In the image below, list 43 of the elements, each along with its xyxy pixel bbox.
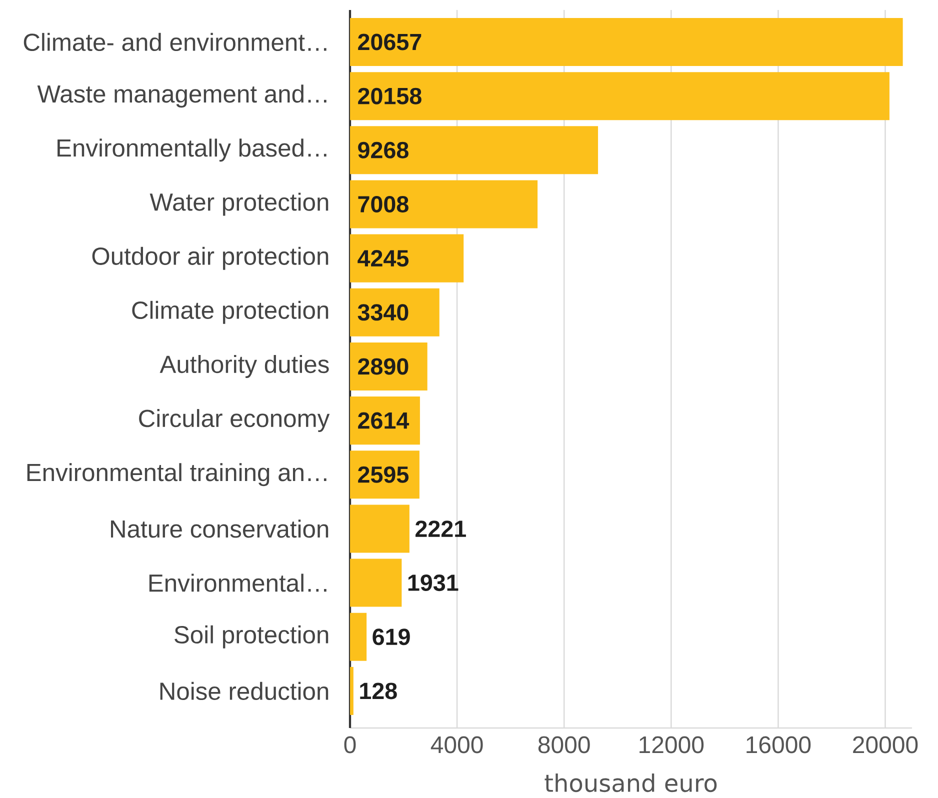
data-label: 20158 bbox=[358, 88, 422, 104]
bar bbox=[350, 18, 903, 66]
y-tick-label: Noise reduction bbox=[160, 682, 328, 700]
data-label: 619 bbox=[372, 628, 410, 646]
x-axis-title: thousand euro bbox=[544, 774, 717, 792]
y-tick-label: Outdoor air protection bbox=[92, 246, 328, 270]
data-label: 2595 bbox=[358, 466, 409, 483]
bar bbox=[350, 72, 890, 120]
bar bbox=[350, 666, 354, 715]
x-tick-label: 4000 bbox=[430, 736, 483, 754]
y-tick-label: Climate protection bbox=[132, 300, 328, 324]
data-label: 4245 bbox=[358, 250, 409, 267]
y-tick-label: Environmentally based… bbox=[58, 138, 326, 162]
x-tick-label: 16000 bbox=[746, 736, 811, 754]
y-tick-label: Waste management and… bbox=[37, 84, 326, 108]
y-tick-label: Authority duties bbox=[160, 354, 329, 378]
bar bbox=[350, 504, 410, 553]
data-label: 2614 bbox=[358, 412, 410, 429]
data-label: 2890 bbox=[358, 358, 408, 375]
y-tick-label: Nature conservation bbox=[111, 520, 328, 538]
data-label: 3340 bbox=[358, 304, 408, 321]
y-tick-label: Climate- and environment… bbox=[24, 32, 326, 52]
bar bbox=[350, 180, 538, 228]
data-label: 2221 bbox=[416, 520, 466, 537]
x-tick-label: 20000 bbox=[853, 736, 918, 754]
bar bbox=[350, 612, 367, 661]
data-label: 20657 bbox=[358, 34, 422, 50]
data-label: 128 bbox=[360, 682, 397, 700]
y-tick-label: Soil protection bbox=[174, 625, 328, 648]
bar bbox=[350, 126, 598, 174]
bar bbox=[350, 234, 464, 282]
x-tick-label: 8000 bbox=[538, 736, 590, 754]
bar bbox=[350, 288, 440, 336]
y-tick-label: Water protection bbox=[150, 192, 328, 216]
x-tick-label: 0 bbox=[344, 736, 356, 754]
y-tick-label: Circular economy bbox=[139, 409, 330, 432]
data-label: 1931 bbox=[408, 574, 458, 592]
x-tick-label: 12000 bbox=[640, 736, 704, 754]
data-label: 7008 bbox=[358, 196, 408, 212]
bar bbox=[350, 558, 402, 607]
data-label: 9268 bbox=[358, 142, 408, 158]
y-tick-label: Environmental… bbox=[149, 574, 326, 592]
y-tick-label: Environmental training an… bbox=[27, 463, 326, 486]
